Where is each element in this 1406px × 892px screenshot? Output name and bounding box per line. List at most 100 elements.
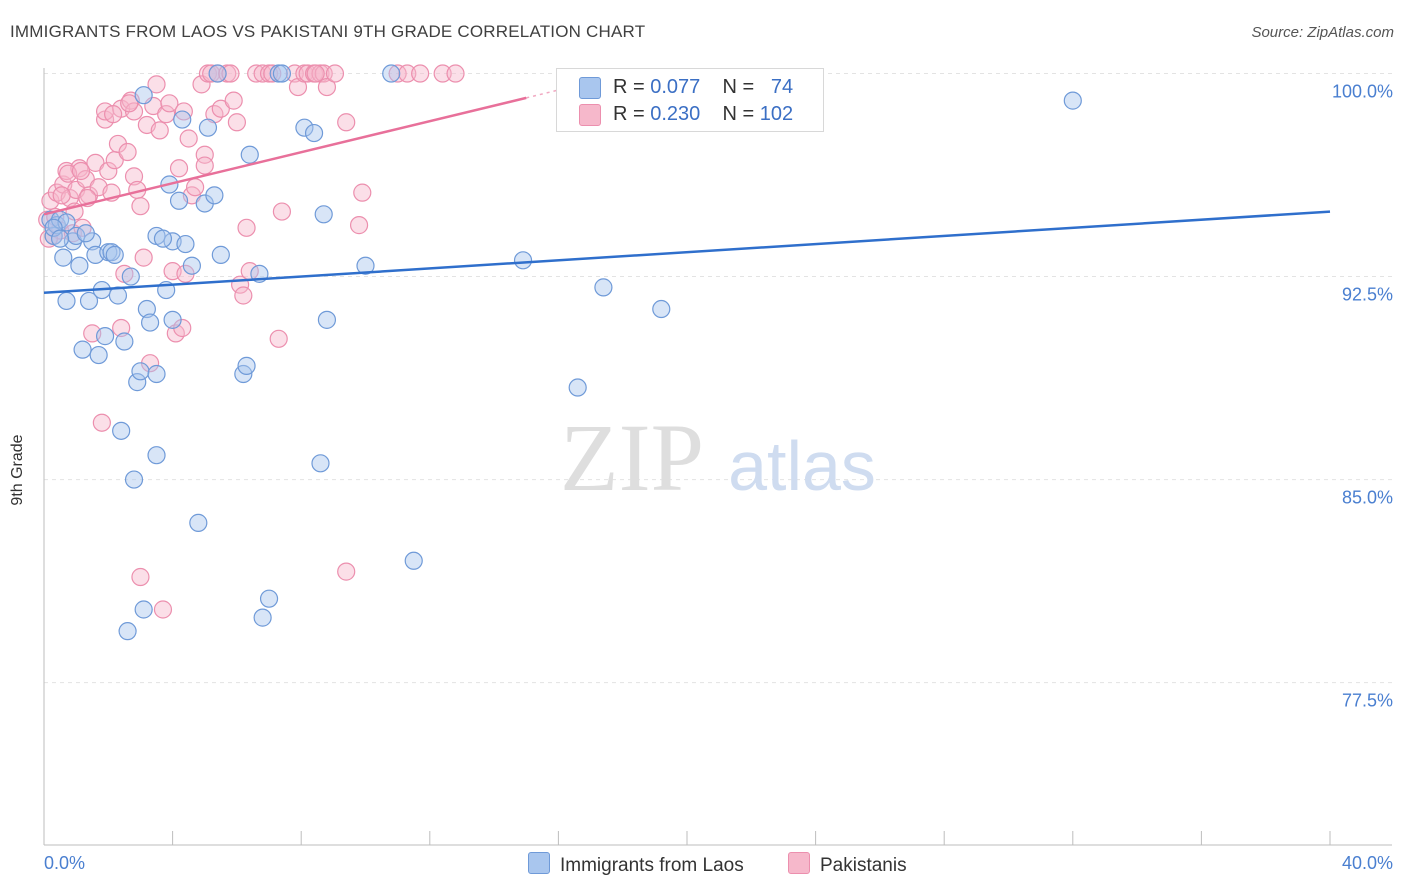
point-laos [112, 421, 131, 440]
point-pakistanis [234, 286, 253, 305]
point-pakistanis [131, 197, 150, 216]
legend-r-value: 0.077 [650, 76, 701, 98]
legend-n-value: 74 [770, 76, 794, 98]
point-laos [259, 589, 279, 608]
point-pakistanis [153, 600, 173, 619]
point-pakistanis [337, 562, 356, 581]
point-pakistanis [411, 64, 430, 83]
point-laos [594, 278, 613, 297]
point-laos [134, 86, 153, 105]
point-pakistanis [52, 186, 71, 205]
point-laos [128, 373, 147, 392]
point-laos [95, 327, 115, 346]
point-laos [198, 118, 218, 137]
point-pakistanis [150, 121, 169, 140]
point-pakistanis [134, 248, 153, 267]
point-laos [57, 291, 76, 311]
point-laos [314, 205, 333, 224]
point-laos [173, 110, 192, 129]
series-pakistanis-points [38, 64, 465, 619]
correlation-legend: R = 0.077 N = 74 R = 0.230 N = 102 [556, 68, 824, 132]
point-laos [317, 310, 337, 329]
point-pakistanis [86, 153, 105, 172]
point-pakistanis [337, 113, 356, 132]
point-pakistanis [306, 64, 325, 83]
y-tick-label: 77.5% [1342, 691, 1393, 711]
point-laos [44, 218, 63, 237]
point-laos [118, 622, 137, 641]
watermark: ZIP atlas [560, 404, 876, 511]
trend-line-pakistanis [43, 96, 527, 216]
point-laos [134, 600, 153, 619]
point-laos [304, 123, 324, 143]
point-laos [102, 243, 121, 262]
point-pakistanis [247, 64, 266, 83]
point-laos [147, 364, 166, 384]
chart-title: IMMIGRANTS FROM LAOS VS PAKISTANI 9TH GR… [10, 22, 646, 41]
point-laos [404, 551, 423, 570]
point-pakistanis [211, 99, 230, 118]
bottom-legend-swatch-pakistanis [788, 852, 810, 874]
point-laos [208, 64, 227, 83]
point-pakistanis [118, 142, 137, 162]
point-pakistanis [112, 318, 131, 338]
point-laos [513, 251, 533, 270]
point-laos [189, 513, 208, 532]
point-pakistanis [120, 94, 139, 113]
watermark-zip: ZIP [560, 404, 704, 511]
point-laos [176, 234, 195, 254]
point-laos [137, 299, 156, 319]
point-pakistanis [169, 159, 189, 178]
legend-r-label: R = [613, 103, 651, 125]
legend-swatch-laos [579, 77, 601, 99]
point-laos [50, 229, 70, 248]
bottom-legend-label-pakistanis: Pakistanis [820, 855, 907, 876]
point-pakistanis [398, 64, 417, 83]
trend-lines [43, 87, 1331, 295]
point-laos [356, 256, 375, 275]
point-laos [163, 310, 182, 329]
bottom-legend-label-laos: Immigrants from Laos [560, 855, 744, 876]
point-pakistanis [124, 167, 144, 186]
point-laos [169, 191, 189, 210]
point-pakistanis [104, 105, 123, 124]
legend-n-value: 102 [759, 103, 794, 125]
point-laos [131, 362, 150, 381]
gridlines [44, 73, 1392, 684]
point-laos [124, 470, 144, 489]
y-tick-label: 92.5% [1342, 285, 1393, 305]
point-pakistanis [227, 113, 246, 132]
point-laos [240, 145, 259, 164]
point-pakistanis [317, 77, 337, 97]
point-pakistanis [237, 218, 256, 237]
point-laos [205, 186, 224, 205]
watermark-atlas: atlas [728, 427, 876, 505]
point-laos [115, 332, 134, 351]
legend-r-label: R = [613, 76, 651, 98]
point-laos [295, 118, 314, 137]
point-laos [182, 256, 201, 275]
point-pakistanis [160, 94, 179, 113]
point-pakistanis [195, 145, 214, 164]
point-laos [1063, 91, 1082, 110]
point-pakistanis [446, 64, 465, 83]
point-laos [211, 245, 230, 264]
point-pakistanis [253, 64, 272, 83]
point-laos [140, 313, 160, 332]
point-laos [70, 256, 89, 275]
legend-n-label: N = [722, 76, 760, 98]
point-laos [568, 378, 587, 397]
legend-n-label: N = [722, 103, 760, 125]
legend-swatch-pakistanis [579, 104, 601, 126]
bottom-legend-swatch-laos [528, 852, 550, 874]
point-laos [311, 454, 330, 473]
point-pakistanis [269, 329, 288, 348]
point-pakistanis [224, 91, 243, 110]
point-laos [147, 446, 166, 465]
point-pakistanis [263, 64, 282, 83]
point-pakistanis [433, 64, 452, 83]
point-laos [153, 229, 173, 248]
y-tick-labels: 77.5% 85.0% 92.5% 100.0% [1332, 82, 1393, 711]
point-laos [272, 64, 292, 83]
point-laos [652, 299, 671, 319]
